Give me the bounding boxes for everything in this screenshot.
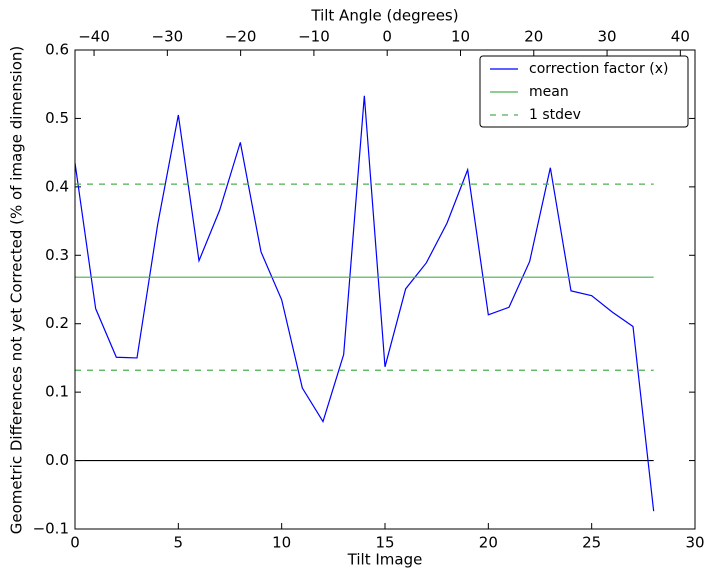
x2-tick-label: −30 bbox=[152, 28, 184, 46]
y-tick-label: 0.1 bbox=[45, 383, 69, 401]
legend-box bbox=[479, 55, 689, 128]
x2-tick-label: 10 bbox=[451, 28, 470, 46]
y-tick-label: 0.0 bbox=[45, 451, 69, 469]
x-tick-label: 25 bbox=[582, 534, 601, 552]
x2-tick-label: −20 bbox=[225, 28, 257, 46]
plot-frame bbox=[74, 49, 696, 530]
y-tick-label: 0.4 bbox=[45, 177, 69, 195]
x-tick-label: 5 bbox=[174, 534, 184, 552]
x-axis-label: Tilt Image bbox=[347, 551, 423, 569]
y-tick-label: 0.5 bbox=[45, 109, 69, 127]
x2-tick-label: 20 bbox=[524, 28, 543, 46]
legend-label: correction factor (x) bbox=[529, 61, 668, 77]
x2-tick-label: −40 bbox=[78, 28, 110, 46]
x2-tick-label: 30 bbox=[598, 28, 617, 46]
y-tick-label: 0.6 bbox=[45, 41, 69, 59]
x-tick-label: 20 bbox=[479, 534, 498, 552]
x-tick-label: 10 bbox=[272, 534, 291, 552]
x-tick-label: 0 bbox=[70, 534, 80, 552]
x2-tick-label: 40 bbox=[671, 28, 690, 46]
x2-tick-label: 0 bbox=[382, 28, 392, 46]
x2-tick-label: −10 bbox=[298, 28, 330, 46]
y-axis-label: Geometric Differences not yet Corrected … bbox=[8, 46, 26, 535]
x-tick-label: 15 bbox=[375, 534, 394, 552]
legend-label: 1 stdev bbox=[529, 107, 581, 123]
x-tick-label: 30 bbox=[685, 534, 704, 552]
legend-label: mean bbox=[529, 84, 569, 100]
y-tick-label: −0.1 bbox=[33, 520, 69, 538]
x2-axis-label: Tilt Angle (degrees) bbox=[310, 7, 458, 25]
y-tick-label: 0.3 bbox=[45, 246, 69, 264]
y-tick-label: 0.2 bbox=[45, 314, 69, 332]
series-line bbox=[74, 95, 655, 512]
